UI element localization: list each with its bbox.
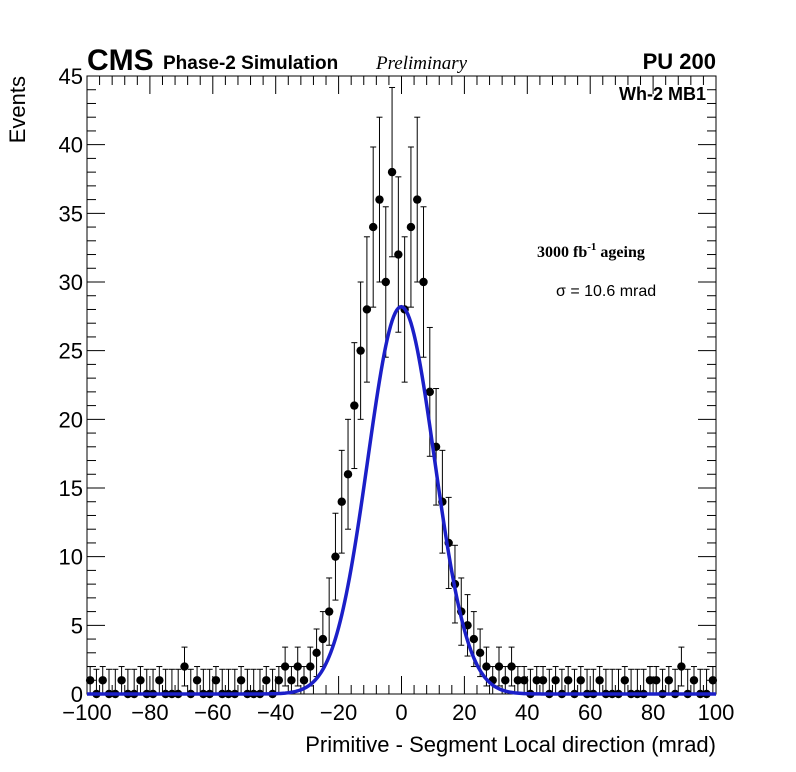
ageing-label: 3000 fb-1 ageing (537, 241, 645, 261)
data-point (482, 662, 491, 671)
data-point (469, 634, 479, 644)
y-tick-label: 20 (59, 407, 83, 432)
pileup-label: PU 200 (643, 49, 716, 74)
y-tick-label: 15 (59, 476, 83, 501)
data-point (356, 346, 365, 355)
chamber-label: Wh-2 MB1 (619, 84, 706, 104)
x-tick-label: −80 (131, 700, 168, 725)
data-point (419, 277, 428, 287)
data-point (306, 662, 315, 671)
data-point (375, 195, 384, 204)
x-tick-label: −60 (194, 700, 231, 725)
data-point (413, 195, 422, 204)
data-point (136, 676, 145, 685)
data-point (350, 401, 359, 410)
x-tick-label: 80 (641, 700, 665, 725)
ageing-prefix: 3000 fb (537, 244, 587, 261)
data-point (318, 634, 328, 644)
data-point (236, 676, 246, 685)
data-point (343, 470, 353, 479)
y-tick-label: 10 (59, 545, 83, 570)
data-point (519, 676, 529, 685)
data-point (406, 222, 416, 232)
data-point (362, 305, 372, 314)
data-point (192, 676, 202, 685)
data-point (620, 676, 629, 685)
y-tick-label: 30 (59, 270, 83, 295)
y-tick-label: 40 (59, 133, 83, 158)
ageing-suffix: ageing (596, 244, 644, 261)
x-tick-label: −20 (320, 700, 357, 725)
phase2-simulation-label: Phase-2 Simulation (163, 53, 338, 74)
ageing-exponent: -1 (587, 241, 596, 253)
x-axis-title: Primitive - Segment Local direction (mra… (305, 732, 716, 757)
data-point (337, 497, 346, 506)
y-axis-title: Events (5, 76, 30, 143)
data-point (155, 676, 164, 685)
y-tick-label: 0 (71, 682, 83, 707)
data-point (501, 676, 510, 685)
data-point (595, 676, 604, 685)
x-tick-label: −40 (257, 700, 294, 725)
sigma-label: σ = 10.6 mrad (556, 283, 656, 300)
data-point (180, 662, 189, 671)
data-point (324, 607, 334, 616)
data-point (98, 676, 107, 685)
data-point (551, 676, 560, 685)
data-point (262, 676, 271, 685)
x-tick-label: −100 (62, 700, 112, 725)
gaussian-fit-curve (87, 304, 716, 696)
data-point (381, 277, 390, 287)
data-point (280, 662, 290, 671)
data-point (538, 676, 548, 685)
data-point (85, 676, 95, 685)
y-axis-ticks (87, 75, 716, 695)
x-tick-label: 60 (578, 700, 602, 725)
data-point (368, 222, 378, 232)
data-point (475, 648, 485, 657)
data-point (287, 676, 296, 685)
data-point (394, 250, 403, 259)
data-point (677, 662, 686, 671)
data-point (576, 676, 585, 685)
data-point (211, 676, 221, 685)
data-points (85, 167, 718, 699)
y-tick-label: 5 (71, 613, 83, 638)
y-tick-label: 45 (59, 64, 83, 89)
x-tick-label: 100 (698, 700, 735, 725)
data-point (299, 676, 309, 685)
data-point (117, 676, 126, 685)
y-tick-label: 35 (59, 201, 83, 226)
data-point (507, 662, 516, 671)
data-point (652, 676, 661, 685)
data-point (645, 676, 655, 685)
data-point (387, 167, 397, 177)
x-tick-label: 0 (395, 700, 407, 725)
data-point (532, 676, 541, 685)
data-point (689, 676, 699, 685)
preliminary-label: Preliminary (375, 53, 468, 74)
data-point (664, 676, 674, 685)
x-axis-tick-labels: −100 −80 −60 −40 −20 0 20 40 60 80 100 (62, 700, 734, 725)
y-axis-tick-labels: 0 5 10 15 20 25 30 35 40 45 (59, 64, 83, 707)
error-bars (87, 86, 716, 695)
data-point (563, 676, 573, 685)
x-tick-label: 20 (452, 700, 476, 725)
data-point (494, 662, 504, 671)
data-point (293, 662, 302, 671)
x-axis-ticks (86, 76, 717, 694)
x-tick-label: 40 (515, 700, 539, 725)
data-point (312, 648, 321, 657)
data-point (331, 552, 340, 561)
data-point (513, 676, 523, 685)
data-point (425, 387, 435, 397)
cms-logo-text: CMS (87, 44, 154, 77)
data-point (708, 676, 718, 685)
data-point (274, 676, 284, 685)
y-tick-label: 25 (59, 339, 83, 364)
plot-frame (86, 75, 717, 695)
